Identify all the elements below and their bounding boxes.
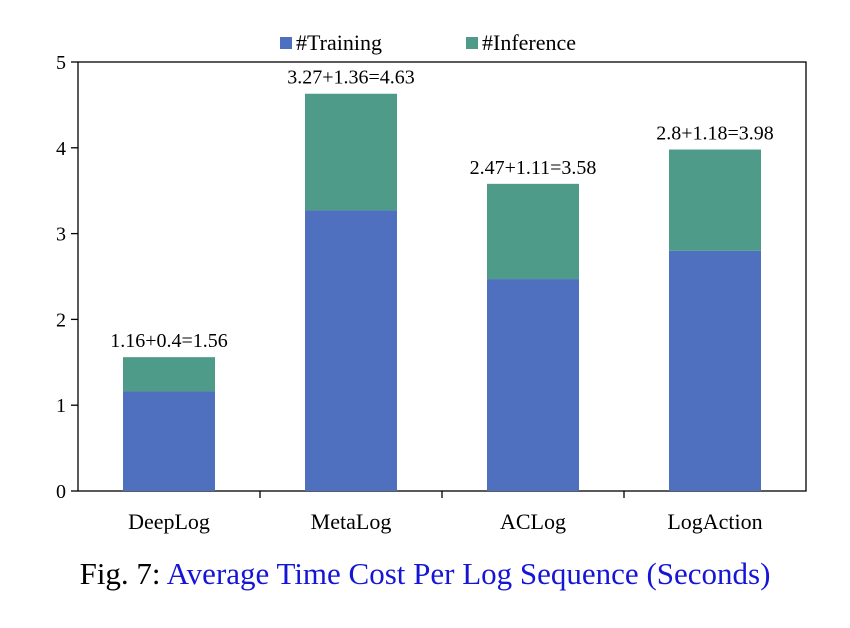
bar-inference-logaction (669, 149, 761, 251)
caption-label: Fig. 7: (79, 556, 161, 591)
bar-training-logaction (669, 250, 761, 491)
caption-title: Average Time Cost Per Log Sequence (Seco… (166, 556, 771, 591)
figure-caption: Fig. 7: Average Time Cost Per Log Sequen… (0, 556, 850, 592)
legend: #Training #Inference (280, 30, 576, 55)
y-tick-label: 3 (56, 224, 66, 246)
legend-swatch-inference (466, 37, 478, 49)
y-tick-label: 0 (56, 481, 66, 503)
y-tick-label: 5 (56, 52, 66, 74)
x-tick-label-logaction: LogAction (667, 509, 762, 534)
x-tick-label-deeplog: DeepLog (128, 509, 210, 534)
x-tick-label-aclog: ACLog (500, 509, 566, 534)
data-label-aclog: 2.47+1.11=3.58 (470, 157, 597, 179)
bar-inference-aclog (487, 183, 579, 280)
legend-label-inference: #Inference (482, 30, 576, 55)
bar-training-metalog (305, 210, 397, 491)
chart-area: #Training #Inference 0 1 2 3 4 5 1.16+0.4=1.56… (56, 30, 807, 534)
bar-training-aclog (487, 279, 579, 491)
y-tick-label: 4 (56, 138, 66, 160)
x-axis: DeepLog MetaLog ACLog LogAction (128, 491, 763, 534)
y-axis: 0 1 2 3 4 5 (56, 52, 78, 503)
legend-swatch-training (280, 37, 292, 49)
bar-training-deeplog (123, 391, 215, 491)
data-label-deeplog: 1.16+0.4=1.56 (110, 330, 228, 352)
bar-inference-deeplog (123, 357, 215, 392)
y-tick-label: 2 (56, 309, 66, 331)
bar-inference-metalog (305, 93, 397, 211)
legend-label-training: #Training (296, 30, 382, 55)
data-label-metalog: 3.27+1.36=4.63 (287, 67, 415, 89)
stacked-bar-chart: #Training #Inference 0 1 2 3 4 5 1.16+0.4=1.56… (56, 30, 807, 534)
data-label-logaction: 2.8+1.18=3.98 (656, 123, 774, 145)
bars: 1.16+0.4=1.56 3.27+1.36=4.63 2.47+1.11=3.5… (110, 67, 774, 491)
y-tick-label: 1 (56, 395, 66, 417)
x-tick-label-metalog: MetaLog (311, 509, 392, 534)
